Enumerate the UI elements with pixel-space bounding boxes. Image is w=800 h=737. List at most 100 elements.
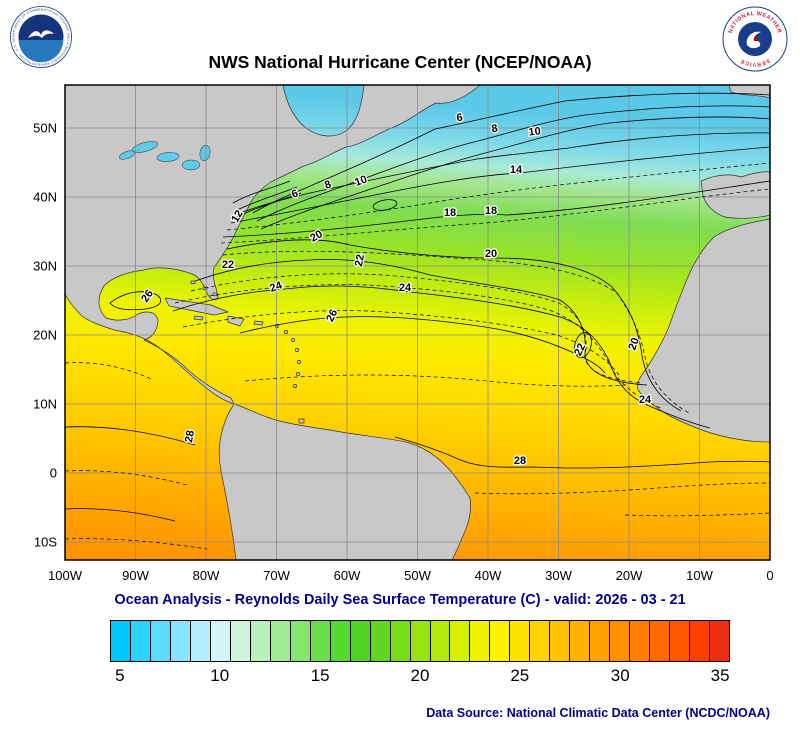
x-axis-label: 20W <box>616 568 643 583</box>
contour-line-27 <box>244 374 628 387</box>
lake <box>181 159 201 171</box>
gulf-stream-arc-2 <box>234 186 298 212</box>
lake <box>156 152 180 162</box>
contour-line-pacific-4 <box>64 538 208 550</box>
colorbar-cell <box>170 621 191 661</box>
island <box>291 338 295 342</box>
contour-line-6 <box>252 92 771 214</box>
islands-lesser-antilles <box>275 324 305 424</box>
island-puerto-rico <box>253 320 264 326</box>
noaa-seagull-icon <box>28 30 54 38</box>
colorbar-cell <box>470 621 491 661</box>
contour-line-8 <box>256 105 771 222</box>
sst-map: 50N 40N 30N 20N 10N 0 10S 100W 90W 80W 7… <box>33 84 774 583</box>
colorbar-cell <box>710 621 730 661</box>
colorbar-tick: 35 <box>710 666 730 685</box>
y-axis-label: 50N <box>33 121 57 136</box>
colorbar-cell <box>370 621 391 661</box>
colorbar-cell <box>250 621 271 661</box>
contour-line-28 <box>394 436 771 469</box>
contour-label: 22 <box>222 259 234 271</box>
contour-line-14 <box>230 146 771 224</box>
x-axis: 100W 90W 80W 70W 60W 50W 40W 30W 20W 10W… <box>48 568 774 583</box>
x-axis-label: 100W <box>48 568 83 583</box>
colorbar-cell <box>210 621 231 661</box>
x-axis-label: 90W <box>122 568 149 583</box>
subtitle: Ocean Analysis - Reynolds Daily Sea Surf… <box>114 592 686 608</box>
colorbar-cell <box>450 621 471 661</box>
y-axis-label: 10N <box>33 397 57 412</box>
island <box>284 330 288 334</box>
nws-hurricane-icon <box>746 31 761 49</box>
island-trinidad <box>298 418 305 424</box>
colorbar-ticks: 5 10 15 20 25 30 35 <box>110 666 730 690</box>
y-axis-label: 30N <box>33 259 57 274</box>
lake <box>132 141 158 153</box>
colorbar-cell <box>190 621 211 661</box>
y-axis-label: 40N <box>33 190 57 205</box>
contour-label: 6 <box>456 112 464 125</box>
contour-line-17 <box>220 188 771 244</box>
contour-line-10 <box>260 116 771 230</box>
contour-label: 18 <box>485 205 497 217</box>
colorbar-tick: 15 <box>310 666 330 685</box>
colorbar-tick: 5 <box>115 666 125 685</box>
contour-line-20 <box>226 239 682 412</box>
contour-line-25 <box>182 310 620 376</box>
contour-line-26-gulf <box>109 291 162 311</box>
colorbar-cell <box>530 621 551 661</box>
colorbar-cell <box>550 621 571 661</box>
contour-label: 10 <box>528 125 541 138</box>
gulf-stream-arc-1 <box>232 180 291 204</box>
great-lakes <box>119 141 211 171</box>
contour-label: 18 <box>444 207 456 219</box>
x-axis-label: 50W <box>404 568 431 583</box>
contour-line-pacific-3 <box>64 508 176 522</box>
contour-label: 14 <box>510 164 523 176</box>
colorbar-cell <box>310 621 331 661</box>
colorbar-tick: 30 <box>610 666 630 685</box>
colorbar-cell <box>490 621 511 661</box>
colorbar-cell <box>590 621 611 661</box>
colorbar-tick: 25 <box>510 666 530 685</box>
colorbar-cell <box>650 621 671 661</box>
contour-label: 22 <box>353 253 367 267</box>
colorbar-cell <box>610 621 631 661</box>
island <box>295 348 299 352</box>
colorbar-cell <box>290 621 311 661</box>
colorbar-cells <box>110 620 730 662</box>
colorbar-cell <box>430 621 451 661</box>
x-axis-label: 70W <box>263 568 290 583</box>
contour-line-pacific-0 <box>64 362 152 380</box>
contour-label: 28 <box>183 429 197 443</box>
contour-label: 24 <box>639 394 652 406</box>
contour-line-18 <box>222 180 771 238</box>
colorbar-cell <box>670 621 691 661</box>
contour-line-pacific-1 <box>64 426 196 446</box>
contour-line-equator <box>474 482 771 495</box>
x-axis-label: 40W <box>475 568 502 583</box>
page-title: NWS National Hurricane Center (NCEP/NOAA… <box>208 52 592 72</box>
island-cuba <box>164 297 229 316</box>
contour-eddy <box>372 199 398 211</box>
noaa-logo-sea <box>18 40 64 63</box>
contour-eddy <box>574 331 592 359</box>
data-source: Data Source: National Climatic Data Cent… <box>426 706 770 720</box>
colorbar-cell <box>150 621 171 661</box>
contour-line-guinea <box>624 512 771 517</box>
contour-label: 24 <box>399 282 412 294</box>
contour-label: 20 <box>626 336 641 352</box>
colorbar-cell <box>111 621 131 661</box>
colorbar-cell <box>410 621 431 661</box>
colorbar-cell <box>330 621 351 661</box>
sst-contours <box>64 92 771 550</box>
contour-line-26 <box>239 316 606 374</box>
colorbar-tick: 20 <box>410 666 430 685</box>
island <box>296 372 300 376</box>
island <box>293 384 297 388</box>
x-axis-label: 30W <box>545 568 572 583</box>
gridlines <box>65 85 770 560</box>
colorbar: 5 10 15 20 25 30 35 <box>110 620 730 690</box>
colorbar-cell <box>630 621 651 661</box>
colorbar-cell <box>570 621 591 661</box>
